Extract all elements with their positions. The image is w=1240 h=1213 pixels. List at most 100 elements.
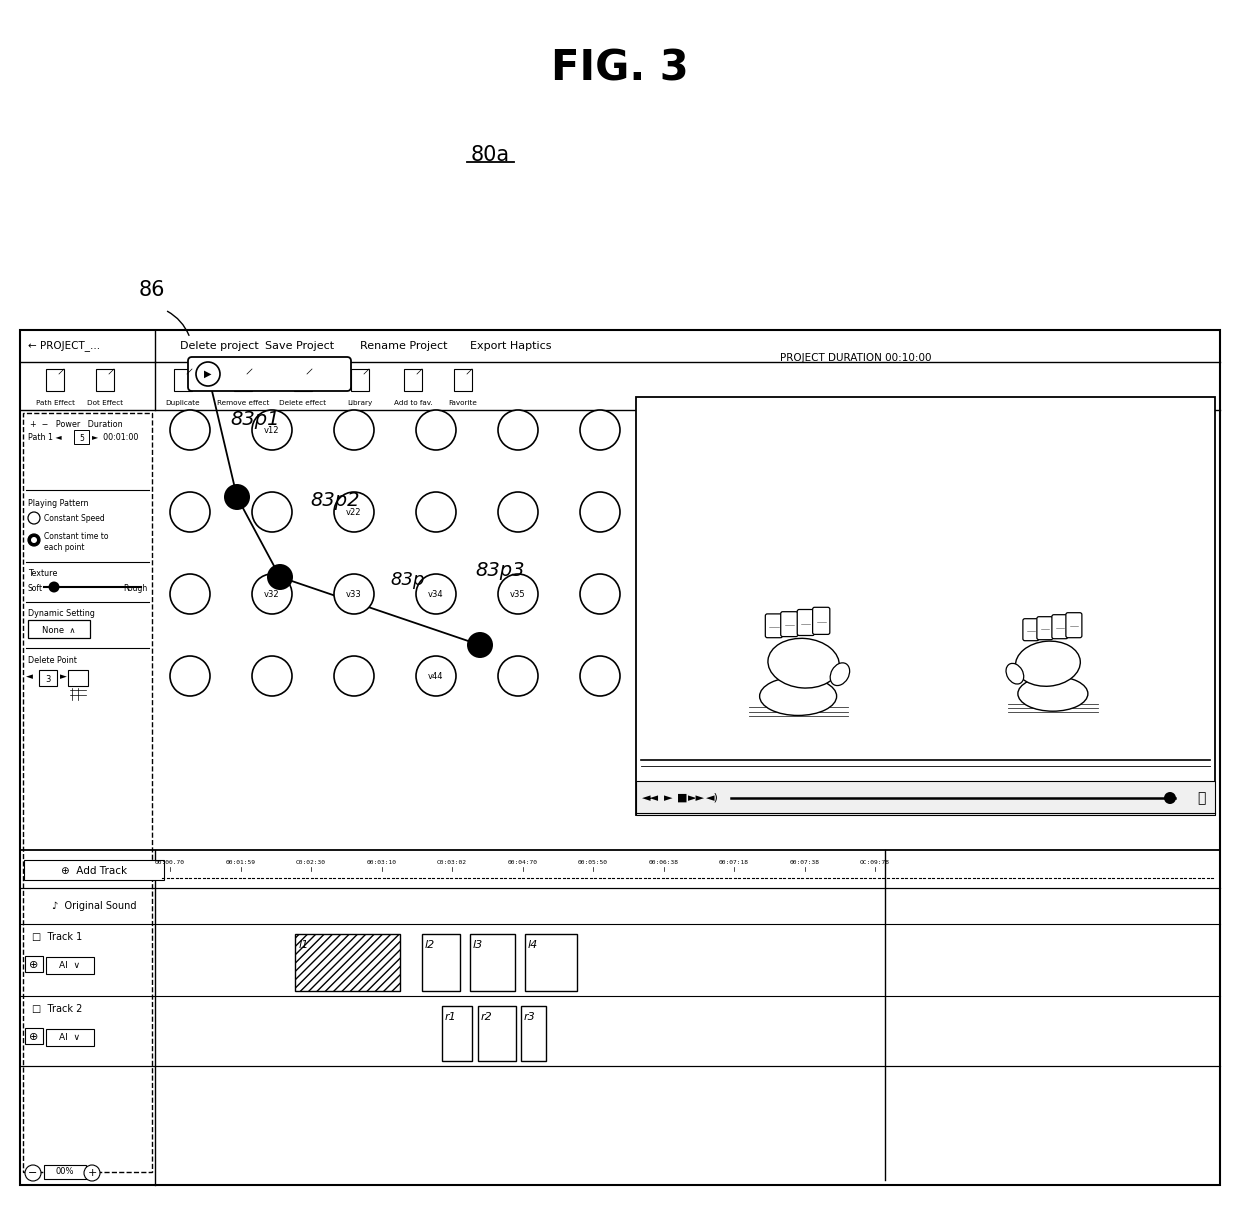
Circle shape (196, 361, 219, 386)
Bar (68, 670, 88, 687)
Text: ►: ► (60, 672, 67, 682)
Bar (294, 369, 312, 391)
FancyBboxPatch shape (1037, 616, 1053, 639)
Text: +: + (87, 1168, 97, 1178)
Circle shape (415, 656, 456, 696)
Text: ►  00:01:00: ► 00:01:00 (92, 433, 139, 442)
Text: Favorite: Favorite (449, 400, 477, 406)
Circle shape (334, 492, 374, 533)
Circle shape (334, 656, 374, 696)
Text: Delete effect: Delete effect (279, 400, 326, 406)
Circle shape (252, 574, 291, 614)
Circle shape (580, 492, 620, 533)
Text: ⊕  Add Track: ⊕ Add Track (61, 866, 126, 876)
Text: Texture: Texture (29, 569, 57, 577)
Text: 00:07:18: 00:07:18 (719, 860, 749, 865)
Circle shape (29, 534, 40, 546)
Text: ◄: ◄ (26, 672, 33, 682)
FancyBboxPatch shape (1052, 615, 1068, 639)
Bar (95, 369, 114, 391)
FancyBboxPatch shape (765, 614, 782, 638)
FancyBboxPatch shape (1023, 619, 1039, 640)
Text: ■: ■ (677, 793, 687, 803)
Text: Save Project: Save Project (265, 341, 334, 351)
Bar (25, 956, 43, 972)
Circle shape (415, 410, 456, 450)
Text: v35: v35 (510, 590, 526, 598)
Text: Export Haptics: Export Haptics (470, 341, 552, 351)
Text: 83p2: 83p2 (310, 490, 360, 509)
Text: ►: ► (663, 793, 672, 803)
Text: Rough: Rough (123, 583, 148, 592)
Text: Dot Effect: Dot Effect (87, 400, 123, 406)
Circle shape (48, 581, 60, 592)
FancyBboxPatch shape (1066, 613, 1081, 638)
Text: Path Effect: Path Effect (36, 400, 74, 406)
Text: r1: r1 (445, 1012, 456, 1023)
Circle shape (415, 574, 456, 614)
Text: Remove effect: Remove effect (217, 400, 269, 406)
FancyBboxPatch shape (812, 608, 830, 634)
Circle shape (498, 656, 538, 696)
Text: ◄◄: ◄◄ (641, 793, 658, 803)
Circle shape (252, 656, 291, 696)
Text: Add to fav.: Add to fav. (393, 400, 433, 406)
Text: ⛶: ⛶ (1197, 791, 1205, 805)
Bar (454, 369, 472, 391)
Ellipse shape (1018, 676, 1087, 711)
Text: 86: 86 (139, 280, 165, 300)
Text: FIG. 3: FIG. 3 (551, 47, 689, 89)
Text: r3: r3 (525, 1012, 536, 1023)
Bar (295, 934, 401, 991)
Text: 00%: 00% (56, 1167, 74, 1177)
Ellipse shape (760, 677, 837, 716)
Circle shape (1164, 792, 1176, 804)
Text: Delete Point: Delete Point (29, 655, 77, 665)
Text: 5: 5 (79, 433, 84, 443)
Text: 00:06:38: 00:06:38 (649, 860, 678, 865)
Text: ♪  Original Sound: ♪ Original Sound (52, 901, 136, 911)
Text: 83p: 83p (391, 571, 424, 590)
Bar (25, 1027, 43, 1044)
Text: 80a: 80a (470, 146, 510, 165)
Text: Path 1 ◄: Path 1 ◄ (29, 433, 62, 442)
Ellipse shape (831, 662, 849, 685)
Circle shape (84, 1164, 100, 1181)
Text: ⊕: ⊕ (30, 959, 38, 970)
Text: v12: v12 (264, 426, 280, 434)
Bar (46, 1029, 94, 1046)
Bar (24, 412, 153, 1172)
Text: None  ∧: None ∧ (42, 626, 76, 634)
Bar (477, 1006, 516, 1061)
Text: r2: r2 (481, 1012, 492, 1023)
Text: AI  ∨: AI ∨ (60, 1033, 81, 1042)
Bar (46, 369, 64, 391)
Text: C0:02:30: C0:02:30 (296, 860, 326, 865)
Text: Playing Pattern: Playing Pattern (29, 499, 88, 507)
Text: ▶: ▶ (205, 369, 212, 378)
Text: 00:01:59: 00:01:59 (226, 860, 255, 865)
Ellipse shape (1006, 664, 1024, 684)
Bar (74, 429, 89, 444)
Circle shape (580, 656, 620, 696)
Text: Delete project: Delete project (180, 341, 259, 351)
Circle shape (170, 492, 210, 533)
Text: □  Track 1: □ Track 1 (32, 932, 82, 943)
Text: ►►: ►► (687, 793, 704, 803)
FancyBboxPatch shape (781, 611, 797, 637)
Text: Soft: Soft (29, 583, 43, 592)
Circle shape (224, 484, 250, 509)
Circle shape (170, 410, 210, 450)
Bar (29, 620, 91, 638)
Text: ⊕: ⊕ (30, 1032, 38, 1042)
Bar (38, 670, 57, 687)
Text: Duplicate: Duplicate (166, 400, 201, 406)
Bar (20, 330, 1220, 1185)
Text: Constant Speed: Constant Speed (43, 513, 104, 523)
Circle shape (334, 410, 374, 450)
Circle shape (170, 656, 210, 696)
Text: □  Track 2: □ Track 2 (32, 1004, 82, 1014)
Circle shape (252, 492, 291, 533)
Bar (43, 1164, 86, 1179)
Bar (46, 957, 94, 974)
